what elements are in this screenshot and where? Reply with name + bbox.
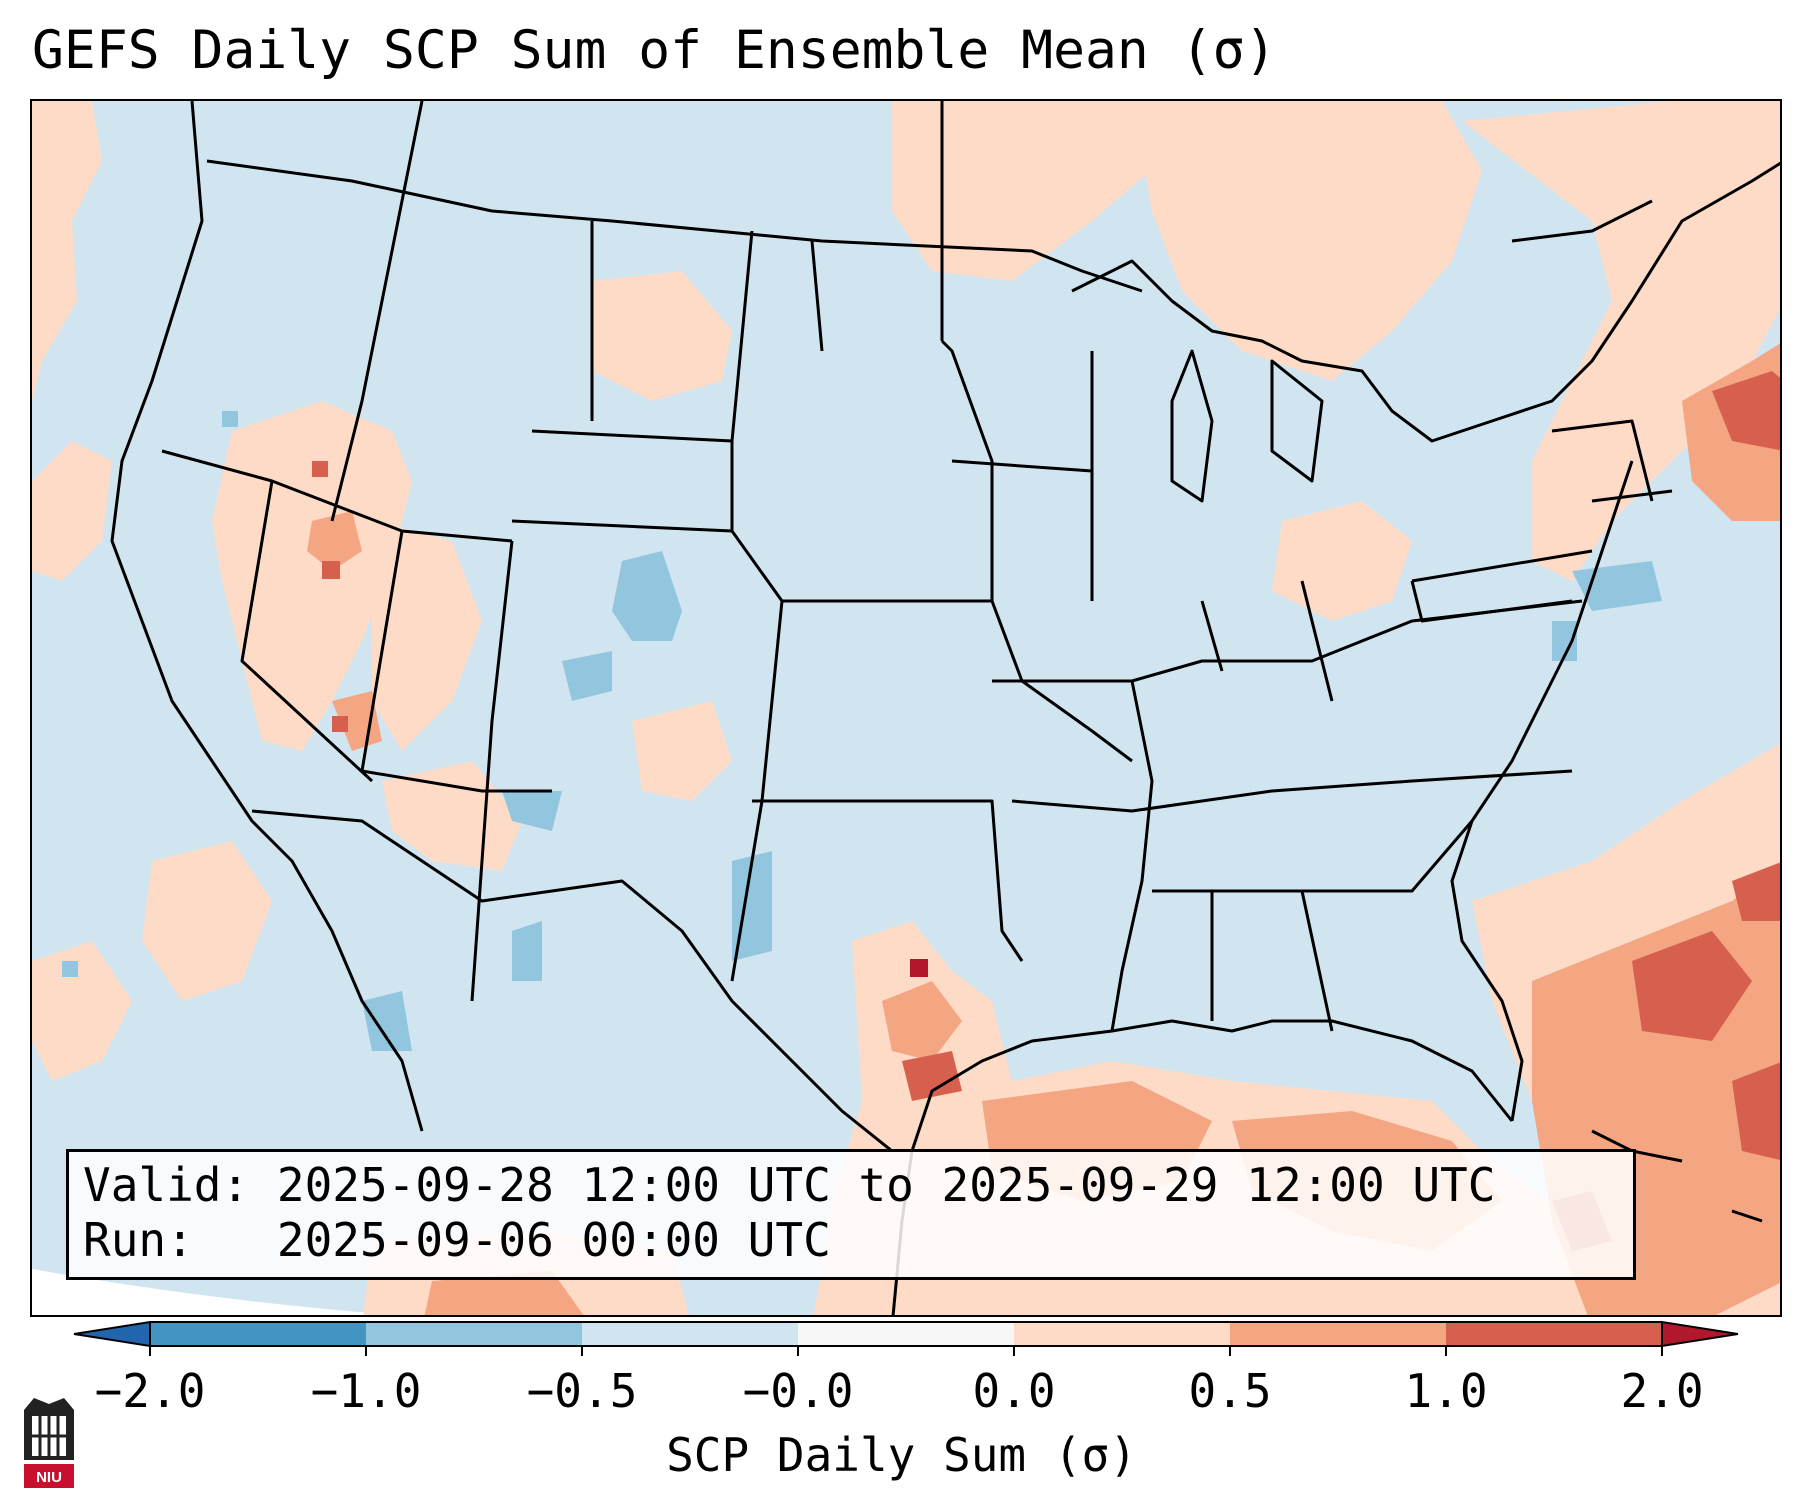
canada-border [206, 159, 1143, 293]
mexico-border [251, 809, 893, 1153]
colorbar [73, 1320, 1739, 1356]
colorbar-tick-label: −2.0 [94, 1364, 206, 1418]
valid-line: Valid: 2025-09-28 12:00 UTC to 2025-09-2… [83, 1158, 1633, 1213]
lake-huron [1270, 359, 1324, 483]
west-coastline [110, 101, 424, 1132]
colorbar-bin [798, 1322, 1014, 1346]
colorbar-extend-high [1661, 1320, 1739, 1348]
great-lakes-border [1071, 161, 1780, 443]
run-line: Run: 2025-09-06 00:00 UTC [83, 1213, 1633, 1268]
colorbar-bin [1230, 1322, 1446, 1346]
run-label: Run: [83, 1213, 194, 1267]
colorbar-bin [582, 1322, 798, 1346]
anomaly-max-cell [910, 959, 928, 977]
gulf-coastline [891, 1019, 1514, 1315]
valid-label: Valid: [83, 1158, 250, 1212]
valid-datetime: 2025-09-28 12:00 UTC to 2025-09-29 12:00… [276, 1158, 1496, 1212]
colorbar-tick-label: −0.0 [742, 1364, 854, 1418]
boundaries [110, 101, 1780, 1315]
map-panel [30, 99, 1782, 1317]
colorbar-tick-label: 0.5 [1188, 1364, 1272, 1418]
svg-text:NIU: NIU [36, 1469, 62, 1486]
colorbar-tick-label: −1.0 [310, 1364, 422, 1418]
map-canvas [32, 101, 1780, 1315]
colorbar-bin [1446, 1322, 1662, 1346]
colorbar-bin [366, 1322, 582, 1346]
colorbar-bin [1014, 1322, 1230, 1346]
east-coastline [1450, 460, 1634, 1122]
colorbar-extend-low [73, 1320, 151, 1348]
chart-title: GEFS Daily SCP Sum of Ensemble Mean (σ) [32, 20, 1277, 81]
colorbar-tick-label: 1.0 [1404, 1364, 1488, 1418]
colorbar-outline [149, 1321, 1663, 1347]
niu-logo: NIU [24, 1398, 74, 1488]
run-datetime: 2025-09-06 00:00 UTC [276, 1213, 831, 1267]
colorbar-bin [150, 1322, 366, 1346]
off-domain-left [32, 1269, 395, 1315]
colorbar-tick-label: 2.0 [1620, 1364, 1704, 1418]
lake-michigan [1170, 349, 1214, 503]
colorbar-tick-label: −0.5 [526, 1364, 638, 1418]
valid-run-info-box: Valid: 2025-09-28 12:00 UTC to 2025-09-2… [66, 1149, 1636, 1280]
colorbar-tick-label: 0.0 [972, 1364, 1056, 1418]
colorbar-title: SCP Daily Sum (σ) [666, 1428, 1137, 1482]
